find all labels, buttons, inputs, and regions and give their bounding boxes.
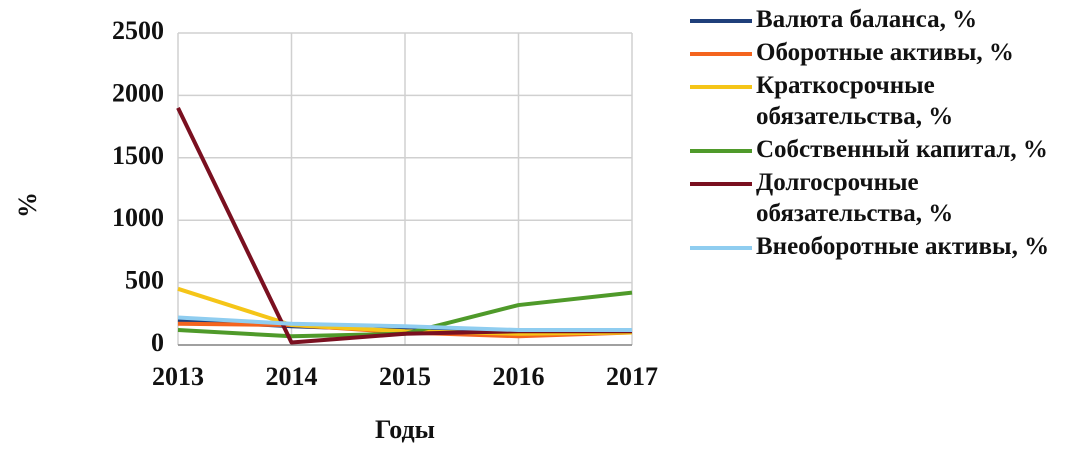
y-axis-label: % bbox=[13, 192, 42, 218]
x-tick-label: 2015 bbox=[379, 362, 431, 391]
legend-item: Долгосрочные обязательства, % bbox=[690, 167, 1080, 229]
x-tick-label: 2014 bbox=[266, 362, 318, 391]
y-tick-label: 1000 bbox=[112, 203, 164, 232]
legend-item: Собственный капитал, % bbox=[690, 134, 1080, 165]
x-axis-label: Годы bbox=[375, 415, 435, 444]
chart: 0 500 1000 1500 2000 2500 2013 2014 2015 2016 2017… bbox=[13, 16, 658, 444]
legend-swatch bbox=[690, 85, 752, 89]
legend-label: Внеоборотные активы, % bbox=[756, 233, 1050, 260]
legend: Валюта баланса, % Оборотные активы, % Крат… bbox=[690, 4, 1080, 264]
y-tick-label: 2500 bbox=[112, 16, 164, 45]
x-tick-label: 2016 bbox=[493, 362, 545, 391]
legend-item: Валюта баланса, % bbox=[690, 4, 1080, 35]
legend-label: Краткосрочные обязательства, % bbox=[756, 72, 954, 130]
legend-label: Долгосрочные обязательства, % bbox=[756, 169, 954, 227]
legend-label: Собственный капитал, % bbox=[756, 136, 1048, 163]
legend-swatch bbox=[690, 182, 752, 186]
legend-item: Внеоборотные активы, % bbox=[690, 231, 1080, 262]
series-line bbox=[177, 315, 632, 333]
legend-swatch bbox=[690, 246, 752, 250]
legend-swatch bbox=[690, 19, 752, 23]
x-tick-label: 2013 bbox=[152, 362, 204, 391]
legend-swatch bbox=[690, 149, 752, 153]
y-tick-label: 2000 bbox=[112, 78, 164, 107]
y-tick-label: 1500 bbox=[112, 141, 164, 170]
legend-label: Оборотные активы, % bbox=[756, 39, 1014, 66]
series-line bbox=[177, 286, 633, 336]
legend-item: Оборотные активы, % bbox=[690, 37, 1080, 68]
legend-swatch bbox=[690, 52, 752, 56]
legend-item: Краткосрочные обязательства, % bbox=[690, 70, 1080, 132]
legend-label: Валюта баланса, % bbox=[756, 6, 978, 33]
x-tick-label: 2017 bbox=[606, 362, 658, 391]
y-tick-label: 0 bbox=[151, 328, 164, 357]
y-tick-label: 500 bbox=[125, 266, 164, 295]
